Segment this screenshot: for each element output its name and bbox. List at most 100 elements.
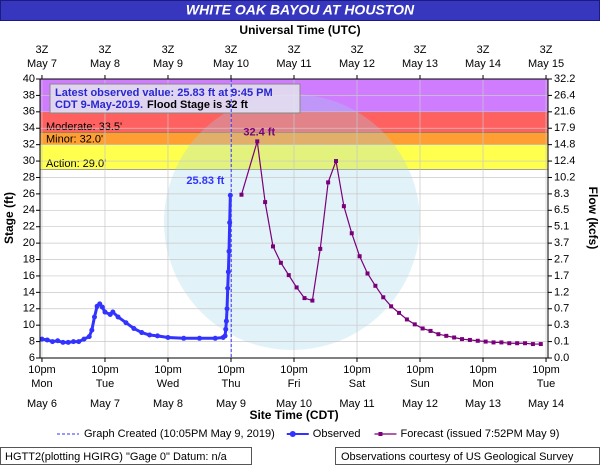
data-point	[381, 295, 386, 300]
x-top-tick-label: 3Z	[477, 44, 490, 56]
x-tick-label: 10pm	[280, 364, 308, 376]
data-point	[428, 328, 433, 333]
data-point	[196, 335, 202, 341]
x-top-tick-label: 3Z	[288, 44, 301, 56]
data-point	[154, 333, 160, 339]
x-tick-date: May 10	[276, 398, 312, 410]
x-tick-label: 10pm	[469, 364, 497, 376]
x-tick-label: 10pm	[343, 364, 371, 376]
y-tick-label: 36	[23, 106, 35, 118]
data-point	[39, 336, 45, 342]
y-tick-label: 38	[23, 89, 35, 101]
x-tick-date: May 11	[339, 398, 374, 410]
data-point	[326, 180, 331, 185]
data-point	[294, 285, 299, 290]
x-tick-label: 10pm	[91, 364, 119, 376]
y-tick-label: 40	[23, 73, 35, 85]
data-point	[499, 340, 504, 345]
data-point	[181, 335, 187, 341]
data-point	[444, 333, 449, 338]
data-point	[302, 296, 307, 301]
x-top-tick-date: May 9	[153, 58, 183, 70]
data-point	[491, 340, 496, 345]
y-tick-label: 10	[23, 319, 35, 331]
chart-title: WHITE OAK BAYOU AT HOUSTON	[186, 2, 415, 18]
data-point	[483, 339, 488, 344]
data-point	[227, 192, 233, 198]
data-point	[341, 204, 346, 209]
y-tick-label: 6	[29, 352, 35, 364]
data-point	[420, 326, 425, 331]
legend: Graph Created (10:05PM May 9, 2019) Obser…	[57, 428, 559, 440]
data-point	[102, 309, 108, 315]
x-tick-weekday: Mon	[472, 378, 493, 390]
y2-tick-label: 1.2	[554, 286, 569, 298]
data-point	[55, 338, 61, 344]
data-point	[318, 246, 323, 251]
data-point	[538, 342, 543, 347]
y2-tick-label: 21.6	[554, 106, 575, 118]
x-top-tick-label: 3Z	[225, 44, 238, 56]
x-tick-weekday: Sat	[349, 378, 366, 390]
data-point	[223, 326, 229, 332]
data-point	[365, 271, 370, 276]
data-point	[44, 337, 50, 343]
x-tick-label: 10pm	[532, 364, 560, 376]
x-tick-weekday: Tue	[96, 378, 115, 390]
x-tick-date: May 7	[90, 398, 120, 410]
data-point	[515, 341, 520, 346]
data-point	[147, 332, 153, 338]
annotation-text: Latest observed value: 25.83 ft at 9:45 …	[55, 87, 273, 99]
y2-tick-label: 3.7	[554, 237, 569, 249]
data-point	[523, 341, 528, 346]
y-tick-label: 16	[23, 270, 35, 282]
data-point	[81, 336, 87, 342]
x-tick-weekday: Mon	[31, 378, 52, 390]
x-top-tick-date: May 12	[339, 58, 375, 70]
x-tick-weekday: Fri	[288, 378, 301, 390]
data-point	[65, 339, 71, 345]
x-top-tick-label: 3Z	[162, 44, 175, 56]
data-point	[76, 339, 82, 345]
data-point	[460, 337, 465, 342]
y-tick-label: 26	[23, 188, 35, 200]
x-axis-title: Site Time (CDT)	[249, 408, 338, 422]
y2-tick-label: 32.2	[554, 73, 575, 85]
y2-tick-label: 10.2	[554, 171, 575, 183]
x-tick-date: May 9	[216, 398, 246, 410]
data-point	[226, 248, 232, 254]
x-tick-date: May 12	[402, 398, 438, 410]
data-point	[91, 314, 97, 320]
data-point	[224, 306, 230, 312]
data-point	[255, 139, 260, 144]
legend-label: Forecast (issued 7:52PM May 9)	[400, 428, 559, 440]
data-point	[131, 325, 137, 331]
data-point	[404, 317, 409, 322]
data-point	[270, 244, 275, 249]
data-point	[115, 314, 121, 320]
y-tick-label: 8	[29, 335, 35, 347]
y-tick-label: 34	[23, 122, 35, 134]
x-top-tick-date: May 13	[402, 58, 438, 70]
x-tick-label: 10pm	[217, 364, 245, 376]
data-point	[223, 318, 229, 324]
data-point	[507, 341, 512, 346]
data-point	[89, 327, 95, 333]
data-point	[310, 298, 315, 303]
y2-tick-label: 17.9	[554, 122, 575, 134]
flood-label: Moderate: 33.5'	[46, 121, 122, 133]
x-top-tick-label: 3Z	[99, 44, 112, 56]
x-top-tick-date: May 7	[27, 58, 57, 70]
data-point	[123, 320, 129, 326]
data-point	[412, 322, 417, 327]
y2-tick-label: 0.3	[554, 319, 569, 331]
data-point	[349, 231, 354, 236]
y2-tick-label: 0.1	[554, 335, 569, 347]
data-point	[222, 333, 228, 339]
annotation-text: CDT 9-May-2019.	[55, 99, 143, 111]
y-axis-title: Stage (ft)	[2, 192, 16, 244]
legend-symbol	[378, 432, 383, 436]
y-tick-label: 32	[23, 139, 35, 151]
